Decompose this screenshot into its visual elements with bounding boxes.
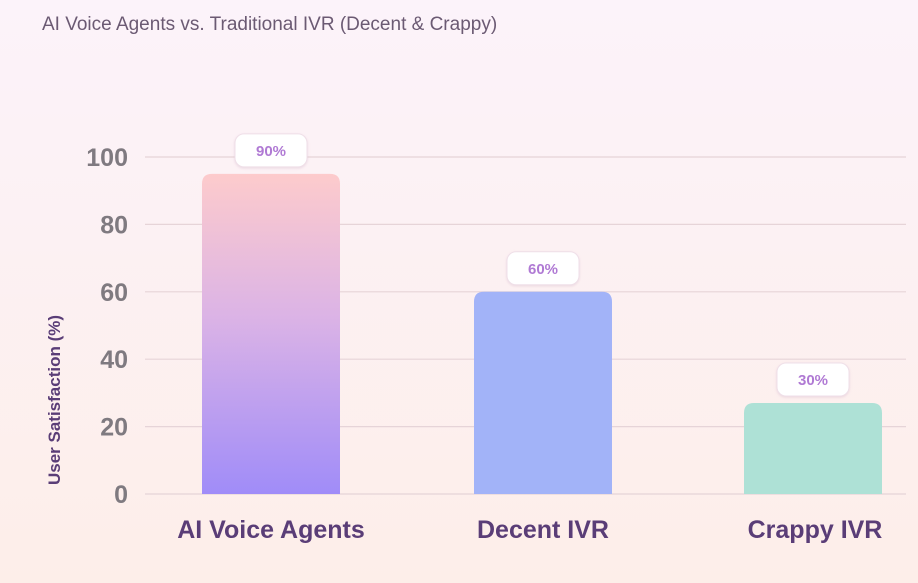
bar-ai-voice-agents: [202, 173, 340, 494]
x-axis-categories: AI Voice Agents Decent IVR Crappy IVR: [177, 516, 882, 544]
data-label-pill: 30%: [776, 362, 850, 397]
data-label: 60%: [528, 261, 558, 278]
bars: [202, 173, 882, 494]
data-label: 90%: [256, 143, 286, 160]
data-label: 30%: [798, 372, 828, 389]
data-label-pill: 90%: [234, 133, 308, 168]
y-tick-label: 40: [100, 346, 128, 374]
bar-decent-ivr: [474, 291, 612, 494]
data-label-box: [234, 133, 308, 168]
data-labels: 90% 60% 30%: [234, 133, 850, 397]
x-category-label: Decent IVR: [477, 516, 609, 544]
data-label-pill: 60%: [506, 251, 580, 286]
y-tick-label: 60: [100, 279, 128, 307]
y-axis-label: User Satisfaction (%): [45, 315, 64, 485]
y-tick-label: 80: [100, 211, 128, 239]
y-tick-label: 20: [100, 414, 128, 442]
y-tick-label: 0: [114, 481, 128, 509]
bar-crappy-ivr: [744, 403, 882, 494]
y-axis-ticks: 0 20 40 60 80 100: [86, 144, 128, 509]
y-tick-label: 100: [86, 144, 128, 172]
x-category-label: Crappy IVR: [748, 516, 883, 544]
chart-title: AI Voice Agents vs. Traditional IVR (Dec…: [42, 14, 498, 35]
x-category-label: AI Voice Agents: [177, 516, 365, 544]
data-label-box: [776, 362, 850, 397]
data-label-box: [506, 251, 580, 286]
